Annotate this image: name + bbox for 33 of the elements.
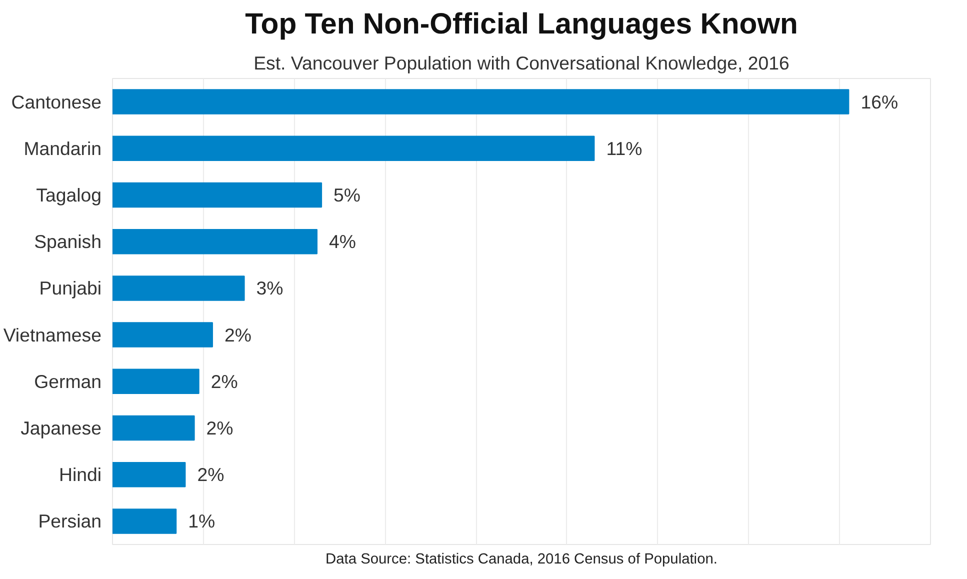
data-label: 2% [210, 370, 238, 392]
source-note: Data Source: Statistics Canada, 2016 Census of Population. [326, 552, 718, 568]
y-tick-label: Cantonese [11, 91, 102, 112]
data-label: 4% [329, 231, 356, 252]
bar [112, 228, 318, 254]
y-tick-label: Vietnamese [3, 324, 102, 346]
data-label: 2% [206, 418, 234, 438]
chart-subtitle: Est. Vancouver Population with Conversational Knowledge, 2016 [254, 52, 790, 74]
bar [112, 322, 213, 348]
y-tick-label: Spanish [34, 231, 102, 252]
chart-title: Top Ten Non-Official Languages Known [245, 8, 798, 40]
y-tick-label: German [34, 370, 102, 392]
y-tick-label: Tagalog [36, 184, 102, 206]
data-label: 16% [860, 91, 898, 112]
y-tick-label: Punjabi [39, 278, 102, 299]
bar [112, 508, 177, 534]
bar [112, 462, 186, 488]
y-tick-label: Japanese [20, 418, 102, 438]
bar [112, 368, 200, 394]
data-label: 11% [606, 138, 642, 159]
data-label: 1% [188, 510, 216, 532]
data-label: 2% [197, 464, 224, 486]
bar [112, 89, 850, 114]
y-tick-label: Mandarin [24, 138, 102, 159]
bar [112, 415, 195, 441]
bar [112, 276, 245, 301]
data-label: 3% [256, 278, 284, 299]
y-tick-label: Persian [38, 510, 102, 532]
data-label: 5% [334, 184, 361, 206]
y-tick-label: Hindi [58, 464, 102, 486]
bar [112, 182, 322, 208]
bar [112, 136, 595, 162]
data-label: 2% [224, 324, 252, 346]
